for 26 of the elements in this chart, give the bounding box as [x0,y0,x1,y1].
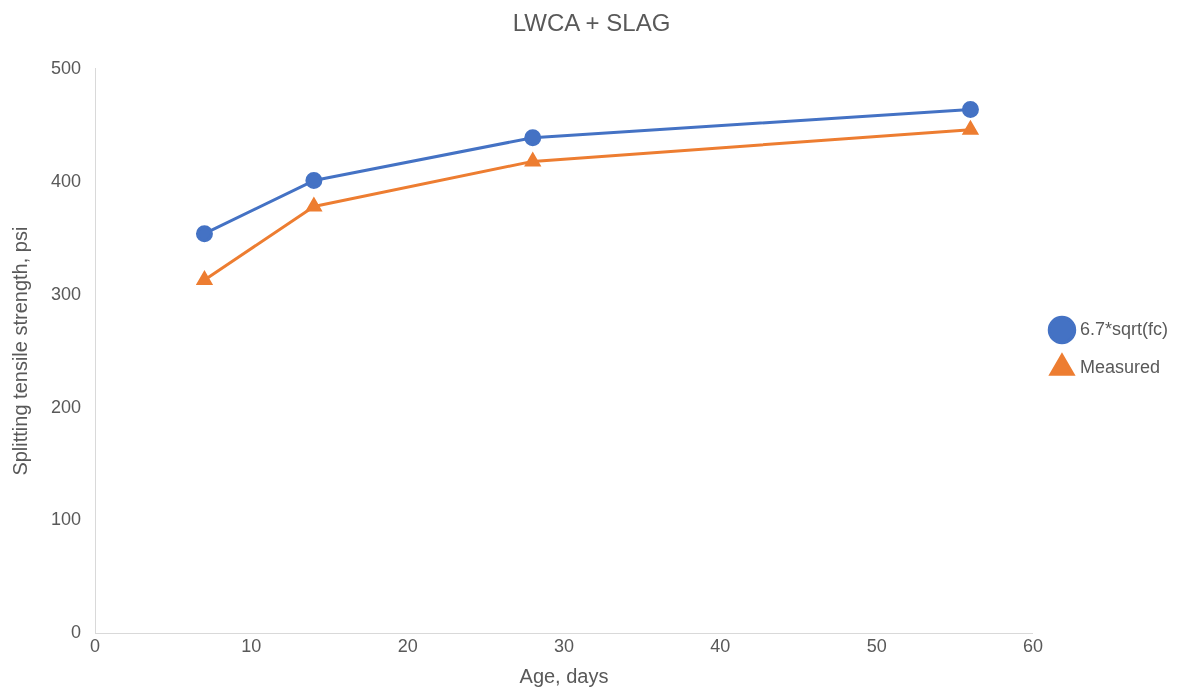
x-axis-title: Age, days [519,664,609,687]
point [961,100,979,118]
x-tick-label: 60 [1022,636,1043,657]
point [962,121,979,135]
y-tick-label: 0 [71,622,82,643]
y-tick-label: 100 [50,509,82,530]
y-tick-label: 300 [50,283,82,304]
point [196,271,213,285]
x-tick-label: 10 [241,636,262,657]
y-tick-label: 500 [50,57,82,78]
x-tick-label: 50 [866,636,887,657]
point [306,198,322,212]
y-axis-title: Splitting tensile strength, psi [8,226,31,476]
x-tick-label: 30 [553,636,575,657]
point [305,172,323,190]
point [525,152,541,167]
legend-label: 6.7*sqrt(fc) [1079,318,1169,339]
y-tick-label: 400 [50,170,82,191]
x-tick-label: 40 [710,636,731,657]
legend-label: Measured [1079,356,1161,377]
y-tick-label: 200 [50,396,82,417]
point [524,129,542,147]
chart-title: LWCA + SLAG [512,9,671,37]
x-tick-label: 0 [90,636,101,657]
x-tick-label: 20 [397,636,418,657]
point [195,225,213,243]
